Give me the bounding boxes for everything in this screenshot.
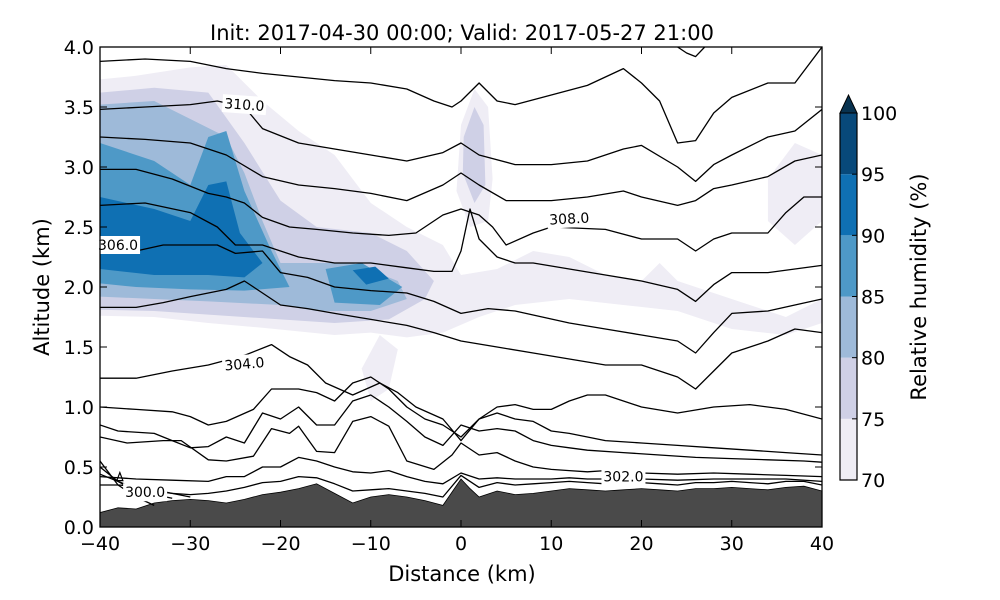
contour-label-gap: [221, 94, 267, 116]
contour-label: 304.0: [224, 355, 265, 374]
x-tick-label: −30: [170, 533, 210, 555]
colorbar-bands: [839, 93, 858, 481]
terrain-layer: [100, 478, 822, 527]
terrain: [100, 478, 822, 527]
x-tick-label: 0: [455, 533, 467, 555]
y-axis-ticks: 0.0 0.5 1.0 1.5 2.0 2.5 3.0 3.5 4.0: [64, 37, 822, 539]
x-tick-label: −20: [260, 533, 300, 555]
x-tick-label: 10: [539, 533, 563, 555]
markers: [115, 470, 124, 482]
colorbar-tick-label: 90: [861, 225, 885, 247]
y-tick-label: 0.0: [64, 517, 94, 539]
contour-line: [100, 136, 822, 207]
y-tick-label: 1.0: [64, 397, 94, 419]
contour-label: 300.0: [125, 485, 165, 501]
chart-title: Init: 2017-04-30 00:00; Valid: 2017-05-2…: [210, 21, 714, 45]
marker-triangle: [115, 470, 124, 482]
contour-label: 308.0: [549, 211, 590, 229]
colorbar: 70 75 80 85 90 95 100 Relative humidity (%): [839, 93, 931, 492]
contour-line: [100, 280, 822, 390]
contour-label-gap: [601, 467, 646, 486]
colorbar-tick-label: 100: [861, 103, 897, 125]
y-tick-label: 4.0: [64, 37, 94, 59]
y-tick-label: 3.5: [64, 97, 94, 119]
rh-region-85: [325, 263, 403, 305]
contour-line: [100, 168, 822, 252]
x-axis-ticks: −40 −30 −20 −10 0 10 20 30 40: [80, 47, 834, 555]
colorbar-ticks: 70 75 80 85 90 95 100: [852, 103, 897, 492]
colorbar-band: [840, 296, 857, 358]
x-tick-label: 40: [810, 533, 834, 555]
colorbar-tick-label: 95: [861, 164, 885, 186]
contour-line: [100, 394, 822, 463]
rh-region-70: [361, 335, 398, 401]
contour-label: 306.0: [98, 238, 138, 254]
colorbar-band: [840, 174, 857, 236]
contour-line: [100, 474, 822, 498]
x-tick-label: 20: [629, 533, 653, 555]
colorbar-band: [840, 235, 857, 297]
contour-label: 310.0: [224, 96, 265, 115]
rh-filled-contours: [100, 65, 822, 401]
colorbar-band: [840, 113, 857, 175]
x-axis-label: Distance (km): [388, 562, 536, 586]
contour-line: [677, 47, 706, 58]
colorbar-band: [840, 418, 857, 480]
y-tick-label: 0.5: [64, 457, 94, 479]
theta-contour-lines: [100, 47, 822, 506]
x-tick-label: 30: [720, 533, 744, 555]
rh-region-90: [352, 266, 389, 285]
y-axis-label: Altitude (km): [30, 218, 54, 356]
colorbar-tick-label: 85: [861, 287, 885, 309]
x-tick-label: −40: [80, 533, 120, 555]
x-tick-label: −10: [351, 533, 391, 555]
contour-label-gap: [546, 208, 592, 229]
y-tick-label: 2.0: [64, 277, 94, 299]
contour-line: [100, 343, 822, 442]
contour-line: [100, 376, 822, 456]
y-tick-label: 3.0: [64, 157, 94, 179]
contour-line: [100, 202, 822, 303]
contour-label: 302.0: [603, 470, 643, 486]
rh-region-75: [462, 107, 486, 203]
contour-line: [100, 47, 822, 144]
contour-labels: 310.0 308.0 306.0 304.0 302.0 300.0: [96, 94, 646, 502]
contour-label-gap: [221, 352, 268, 375]
colorbar-tick-label: 80: [861, 348, 885, 370]
colorbar-extend-arrow: [839, 93, 858, 114]
rh-region-90: [100, 181, 263, 278]
colorbar-band: [840, 357, 857, 419]
y-tick-label: 1.5: [64, 337, 94, 359]
y-tick-label: 2.5: [64, 217, 94, 239]
contour-label-gap: [96, 236, 141, 254]
colorbar-tick-label: 75: [861, 409, 885, 431]
contour-line: [100, 244, 822, 354]
colorbar-label: Relative humidity (%): [907, 173, 931, 400]
contour-label-gap: [123, 483, 168, 502]
colorbar-tick-label: 70: [861, 470, 885, 492]
